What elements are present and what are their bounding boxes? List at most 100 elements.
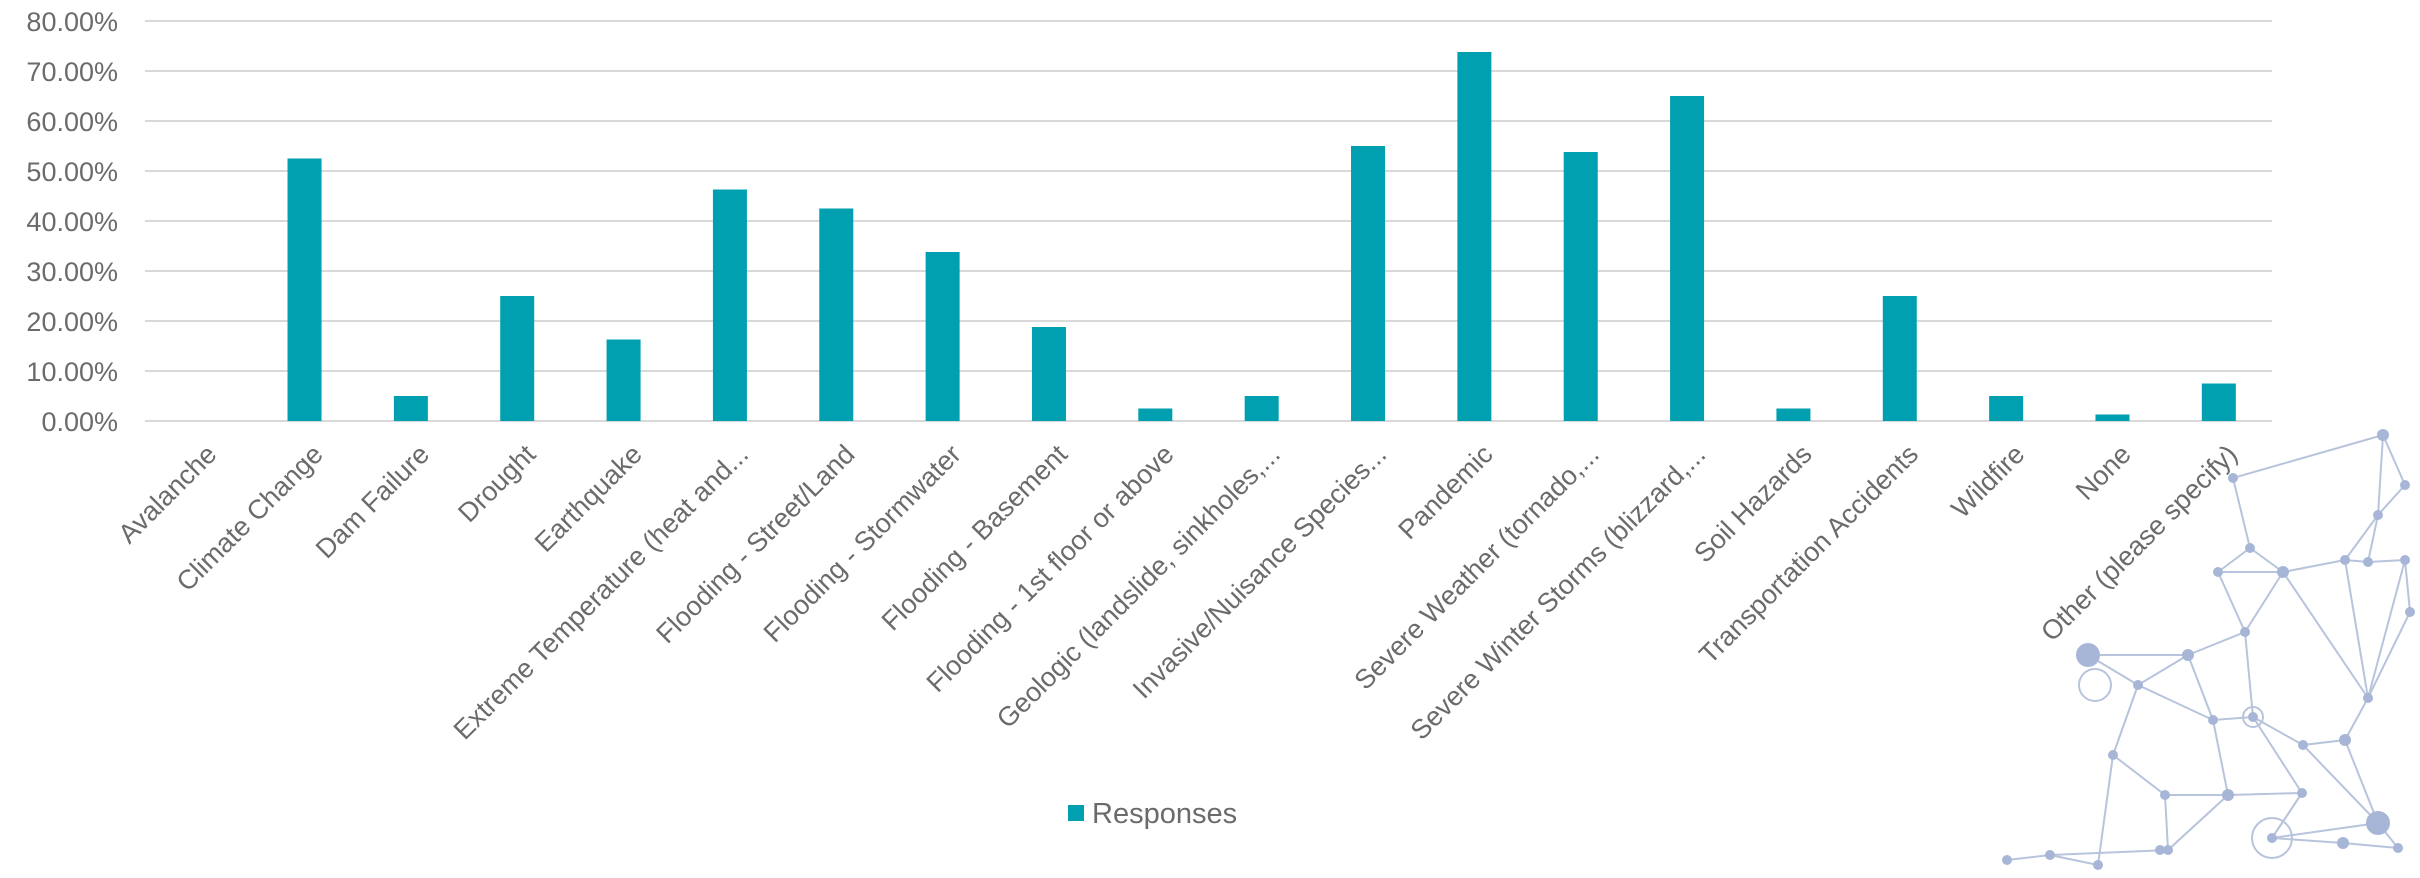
- network-edge: [2344, 514, 2379, 561]
- bars: [287, 52, 2236, 421]
- network-node: [2248, 712, 2258, 722]
- bar: [1351, 146, 1386, 421]
- network-edge: [2049, 849, 2169, 856]
- bar: [500, 296, 535, 421]
- network-edge: [2217, 571, 2246, 633]
- network-node: [2182, 649, 2194, 661]
- network-edge: [2382, 434, 2406, 486]
- network-edge: [2227, 792, 2303, 796]
- network-edge: [2344, 697, 2369, 741]
- network-node: [2277, 566, 2289, 578]
- network-node: [2298, 740, 2308, 750]
- y-tick-label: 20.00%: [26, 307, 118, 337]
- y-tick-label: 10.00%: [26, 357, 118, 387]
- network-node-ring: [2242, 706, 2264, 728]
- x-category-label: Wildfire: [1946, 439, 2031, 524]
- network-node: [2160, 790, 2170, 800]
- bar: [1031, 327, 1066, 421]
- bar: [819, 208, 854, 421]
- network-edge: [2282, 571, 2369, 699]
- bar: [1563, 152, 1598, 421]
- network-node: [2405, 607, 2415, 617]
- network-edge: [2137, 654, 2189, 686]
- y-axis-tick-labels: 0.00% 10.00% 20.00% 30.00% 40.00% 50.00% 60.00…: [26, 7, 118, 437]
- bar: [1670, 96, 1705, 421]
- network-edge: [2112, 754, 2166, 796]
- bar: [712, 189, 747, 421]
- network-edge: [2377, 484, 2406, 516]
- network-node: [2373, 510, 2383, 520]
- bar: [1138, 408, 1173, 421]
- network-node: [2108, 750, 2118, 760]
- y-tick-label: 30.00%: [26, 257, 118, 287]
- network-edge: [2252, 716, 2303, 794]
- network-node: [2377, 429, 2389, 441]
- network-edge: [2367, 559, 2406, 699]
- network-node-ring: [2251, 817, 2293, 859]
- network-edge: [2097, 754, 2114, 866]
- network-node: [2155, 845, 2165, 855]
- network-edge: [2249, 547, 2284, 573]
- network-node: [2076, 643, 2100, 667]
- bar: [1882, 296, 1917, 421]
- network-decoration: [2002, 429, 2415, 870]
- network-edge: [2252, 716, 2304, 746]
- network-node: [2228, 473, 2238, 483]
- x-category-label: Transportation Accidents: [1693, 439, 1924, 670]
- x-category-label: Avalanche: [112, 439, 222, 549]
- network-edge: [2271, 837, 2344, 844]
- network-edge: [2344, 559, 2369, 699]
- network-edge: [2006, 854, 2051, 861]
- network-edge: [2137, 684, 2214, 721]
- network-node: [2093, 860, 2103, 870]
- network-edge: [2271, 792, 2303, 839]
- y-tick-label: 60.00%: [26, 107, 118, 137]
- x-category-label: None: [2070, 439, 2137, 506]
- network-edge: [2212, 716, 2254, 721]
- x-category-label: Flooding - Street/Land: [650, 439, 860, 649]
- network-edge: [2282, 559, 2346, 573]
- x-category-label: Drought: [452, 439, 541, 528]
- x-category-label: Flooding - Stormwater: [758, 439, 967, 648]
- network-edge: [2167, 794, 2229, 851]
- network-edge: [2244, 631, 2254, 718]
- bar: [2201, 383, 2236, 421]
- network-edge: [2344, 739, 2379, 824]
- network-edge: [2367, 514, 2379, 563]
- network-edge: [2217, 547, 2251, 573]
- network-node: [2363, 557, 2373, 567]
- network-edge: [2187, 654, 2214, 721]
- network-edge: [2187, 631, 2246, 656]
- bar: [287, 158, 322, 421]
- gridlines: [145, 20, 2272, 422]
- x-category-label: Other (please specify): [2035, 439, 2243, 647]
- legend-swatch-responses: [1068, 805, 1084, 821]
- network-edge: [2232, 477, 2251, 549]
- network-node: [2267, 833, 2277, 843]
- network-node: [2133, 680, 2143, 690]
- bar: [925, 252, 960, 421]
- network-node: [2222, 789, 2234, 801]
- y-tick-label: 80.00%: [26, 7, 118, 37]
- x-category-label: Flooding - Basement: [876, 439, 1074, 637]
- bar: [1457, 52, 1492, 421]
- network-node: [2340, 555, 2350, 565]
- network-node: [2002, 855, 2012, 865]
- network-edge: [2212, 719, 2229, 796]
- y-tick-label: 0.00%: [41, 407, 118, 437]
- network-edge: [2232, 434, 2384, 479]
- network-edge: [2049, 854, 2099, 866]
- network-edge: [2112, 684, 2139, 756]
- network-node: [2393, 843, 2403, 853]
- network-edge: [2377, 434, 2384, 516]
- network-node: [2337, 837, 2349, 849]
- network-node: [2045, 850, 2055, 860]
- network-node: [2208, 715, 2218, 725]
- network-node: [2163, 845, 2173, 855]
- bar: [2095, 414, 2130, 421]
- y-tick-label: 70.00%: [26, 57, 118, 87]
- bar: [606, 339, 641, 421]
- bar: [1776, 408, 1811, 421]
- x-category-label: Pandemic: [1392, 439, 1498, 545]
